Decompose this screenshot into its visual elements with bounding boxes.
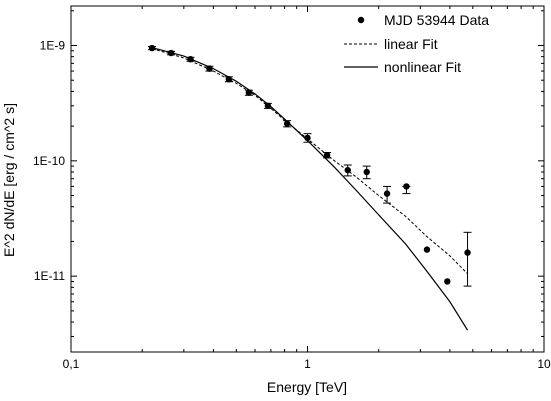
y-axis-title: E^2 dN/dE [erg / cm^2 s]	[1, 103, 17, 257]
data-point	[304, 134, 311, 142]
data-point	[245, 89, 253, 96]
legend-marker-data	[357, 16, 365, 24]
data-point	[423, 246, 431, 253]
data-point	[383, 190, 391, 197]
data-point	[444, 278, 451, 285]
series-layer	[147, 44, 472, 331]
x-tick-label: 1	[304, 357, 311, 371]
legend-label-data: MJD 53944 Data	[384, 12, 489, 28]
x-tick-label: 10	[537, 357, 551, 371]
y-tick-label: 1E-9	[40, 38, 66, 52]
data-point	[344, 166, 351, 174]
y-tick-label: 1E-11	[34, 269, 65, 283]
data-point	[323, 151, 331, 159]
ticks-layer: 0,1 1 10 1E-11 1E-10 1E-9	[33, 6, 551, 371]
legend-label-linear: linear Fit	[384, 36, 438, 52]
x-axis-title: Energy [TeV]	[267, 379, 347, 395]
y-tick-label: 1E-10	[33, 154, 65, 168]
data-point	[167, 49, 175, 57]
data-point	[403, 183, 410, 190]
data-point	[283, 120, 291, 127]
data-point	[264, 102, 272, 109]
data-point	[363, 168, 370, 176]
plot-frame	[70, 5, 545, 353]
data-point	[206, 65, 213, 72]
data-point	[148, 44, 156, 52]
data-point	[225, 76, 233, 83]
legend: MJD 53944 Data linear Fit nonlinear Fit	[344, 12, 489, 75]
linear-fit-line	[151, 48, 468, 275]
data-point	[464, 249, 471, 256]
nonlinear-fit-line	[151, 46, 469, 331]
legend-label-nonlinear: nonlinear Fit	[384, 59, 461, 75]
data-point	[187, 56, 194, 63]
x-tick-label: 0,1	[63, 357, 80, 371]
